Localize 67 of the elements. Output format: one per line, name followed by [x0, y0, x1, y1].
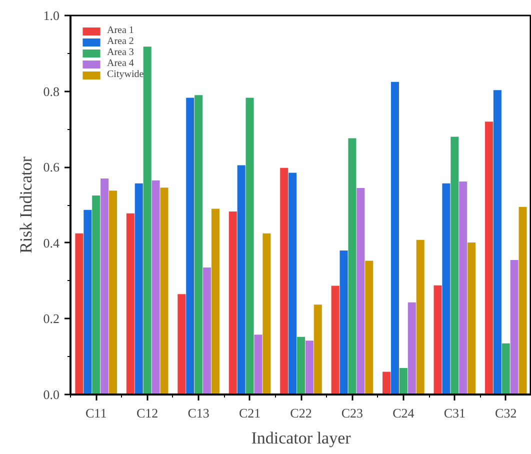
bar	[365, 260, 374, 394]
y-tick-label: 1.0	[43, 8, 60, 23]
bar	[75, 233, 84, 394]
bar	[228, 211, 237, 394]
bar	[399, 368, 408, 394]
bar	[152, 180, 160, 394]
y-tick-label: 0.4	[43, 235, 60, 250]
bar	[382, 372, 391, 394]
bar	[211, 208, 220, 394]
bar	[348, 138, 356, 394]
bar	[246, 98, 254, 394]
bar	[237, 165, 246, 394]
bar	[262, 233, 271, 394]
legend-label: Area 4	[107, 58, 134, 69]
x-tick-label: C13	[188, 406, 210, 420]
y-tick-label: 0.6	[43, 160, 60, 175]
bar	[459, 182, 468, 394]
bar	[254, 334, 262, 394]
bar	[340, 250, 348, 394]
bar	[416, 240, 424, 394]
bar	[434, 285, 442, 394]
bar	[296, 336, 306, 394]
bar	[126, 213, 134, 394]
x-tick-label: C24	[392, 406, 415, 420]
y-tick-label: 0.8	[43, 84, 60, 99]
bar	[442, 183, 450, 394]
x-tick-label: C21	[238, 406, 261, 420]
bar	[109, 190, 118, 394]
x-tick-label: C12	[136, 406, 158, 420]
x-axis-title: Indicator layer	[251, 428, 352, 448]
bar	[484, 122, 493, 394]
bar	[92, 196, 100, 394]
bar	[510, 260, 518, 394]
bar	[100, 178, 109, 394]
bar	[288, 172, 297, 394]
legend-label: Area 2	[107, 36, 134, 47]
bar	[194, 95, 203, 394]
x-tick-label: C32	[495, 406, 517, 420]
bar	[143, 46, 152, 394]
x-tick-label: C23	[341, 406, 364, 420]
bar	[450, 136, 459, 394]
bar	[518, 206, 527, 394]
bar	[493, 90, 502, 394]
bar	[390, 82, 400, 394]
bar	[160, 188, 168, 394]
bar	[134, 183, 143, 394]
bar	[331, 286, 340, 394]
bar	[314, 304, 322, 394]
bar	[178, 294, 186, 394]
bar	[280, 168, 288, 394]
y-tick-label: 0.0	[43, 387, 60, 402]
x-tick-label: C31	[444, 406, 466, 420]
legend-label: Citywide	[107, 69, 144, 80]
y-axis-title: Risk Indicator	[16, 156, 36, 254]
x-tick-label: C11	[86, 406, 107, 420]
bar	[502, 343, 510, 394]
bar	[356, 188, 365, 394]
legend-label: Area 1	[107, 25, 134, 36]
bar	[468, 242, 476, 394]
bar	[202, 268, 212, 394]
legend-label: Area 3	[107, 47, 134, 58]
bar	[84, 210, 92, 394]
bar	[186, 98, 194, 394]
x-tick-label: C22	[290, 406, 312, 420]
y-tick-label: 0.2	[43, 311, 60, 326]
bar	[305, 340, 314, 394]
bar	[408, 302, 416, 394]
